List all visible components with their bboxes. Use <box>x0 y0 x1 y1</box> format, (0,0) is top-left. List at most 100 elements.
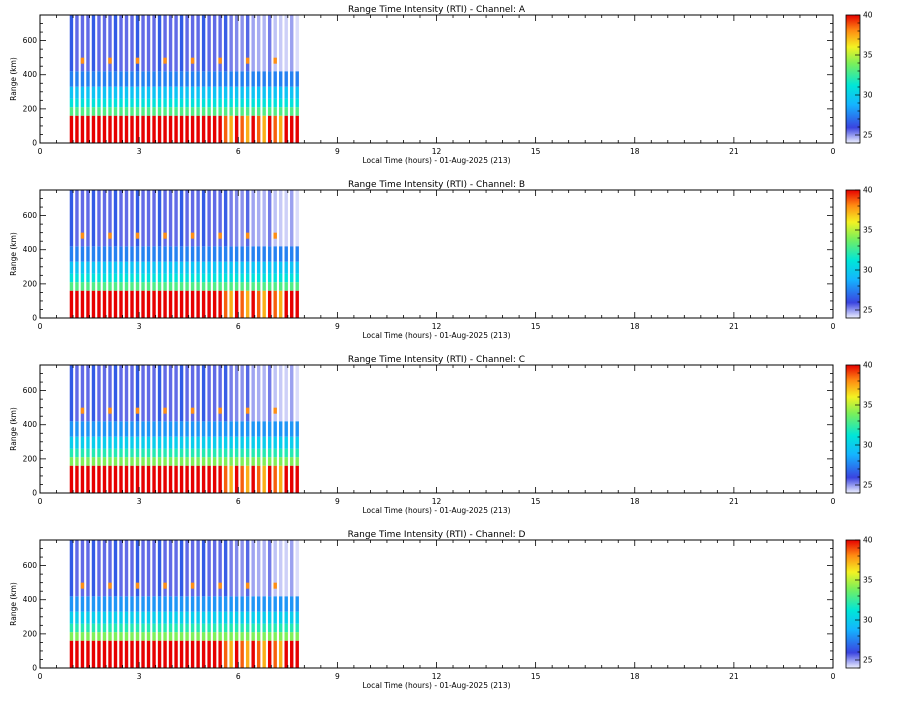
heatmap-cell <box>290 365 294 422</box>
heatmap-cell <box>290 623 294 633</box>
heatmap-cell <box>163 246 167 262</box>
heatmap-cell <box>113 290 118 318</box>
heatmap-cell <box>179 190 184 247</box>
heatmap-cell <box>207 632 211 641</box>
heatmap-cell <box>91 448 96 458</box>
heatmap-cell <box>262 640 266 668</box>
heatmap-cell <box>179 246 184 262</box>
heatmap-cell <box>102 290 107 318</box>
heatmap-cell <box>91 623 96 633</box>
heatmap-cell <box>212 107 217 116</box>
heatmap-cell <box>212 623 217 633</box>
heatmap-cell <box>201 261 206 274</box>
heatmap-cell <box>218 582 222 589</box>
heatmap-cell <box>273 365 277 422</box>
heatmap-cell <box>130 107 134 116</box>
heatmap-cell <box>290 421 294 437</box>
heatmap-cell <box>75 115 79 143</box>
heatmap-cell <box>201 282 206 291</box>
heatmap-cell <box>295 190 299 247</box>
heatmap-cell <box>229 190 233 247</box>
heatmap-cell <box>179 465 184 493</box>
heatmap-cell <box>91 465 96 493</box>
heatmap-cell <box>157 596 162 612</box>
heatmap-cell <box>201 98 206 108</box>
heatmap-cell <box>295 282 299 291</box>
heatmap-cell <box>267 261 272 274</box>
heatmap-cell <box>119 107 123 116</box>
heatmap-cell <box>146 71 151 87</box>
heatmap-cell <box>108 98 112 108</box>
heatmap-cell <box>212 261 217 274</box>
heatmap-cell <box>152 98 156 108</box>
heatmap-cell <box>284 436 288 449</box>
heatmap-cell <box>80 232 85 239</box>
heatmap-cell <box>229 261 233 274</box>
heatmap-cell <box>267 596 272 612</box>
heatmap-cell <box>113 15 118 72</box>
heatmap-cell <box>86 290 90 318</box>
heatmap-cell <box>135 457 140 466</box>
heatmap-cell <box>196 261 200 274</box>
heatmap-cell <box>212 421 217 437</box>
heatmap-cell <box>97 611 101 624</box>
heatmap-cell <box>229 246 233 262</box>
x-tick-label: 21 <box>729 497 739 506</box>
heatmap-cell <box>229 107 233 116</box>
heatmap-cell <box>91 282 96 291</box>
heatmap-cell <box>141 436 145 449</box>
heatmap-cell <box>179 71 184 87</box>
heatmap-cell <box>267 273 272 283</box>
heatmap-cell <box>190 261 195 274</box>
heatmap-cell <box>256 115 261 143</box>
heatmap-cell <box>141 246 145 262</box>
y-tick-label: 600 <box>23 386 38 395</box>
heatmap-cell <box>229 282 233 291</box>
heatmap-cell <box>207 115 211 143</box>
heatmap-cell <box>163 190 167 247</box>
heatmap-cell <box>273 623 277 633</box>
heatmap-cell <box>80 15 85 72</box>
heatmap-cell <box>295 246 299 262</box>
heatmap-cell <box>124 632 129 641</box>
heatmap-cell <box>256 448 261 458</box>
heatmap-cell <box>102 448 107 458</box>
heatmap-cell <box>256 632 261 641</box>
heatmap-cell <box>75 448 79 458</box>
heatmap-cell <box>190 57 195 64</box>
heatmap-cell <box>201 365 206 422</box>
y-tick-label: 400 <box>23 70 38 79</box>
heatmap-cell <box>179 448 184 458</box>
heatmap-cell <box>234 190 239 247</box>
x-tick-label: 0 <box>831 147 836 156</box>
heatmap-cell <box>135 246 140 262</box>
heatmap-cell <box>240 421 244 437</box>
heatmap-cell <box>124 465 129 493</box>
heatmap-cell <box>262 282 266 291</box>
heatmap-cell <box>108 107 112 116</box>
heatmap-cell <box>196 611 200 624</box>
heatmap-cell <box>174 640 178 668</box>
heatmap-cell <box>86 436 90 449</box>
colorbar-tick-label: 25 <box>863 306 873 315</box>
heatmap-cell <box>251 282 255 291</box>
heatmap-cell <box>146 436 151 449</box>
heatmap-cell <box>201 611 206 624</box>
heatmap-cell <box>234 246 239 262</box>
x-tick-label: 6 <box>236 672 241 681</box>
heatmap-cell <box>190 540 195 597</box>
heatmap-cell <box>97 98 101 108</box>
heatmap-cell <box>124 457 129 466</box>
heatmap-cell <box>207 540 211 597</box>
heatmap-cell <box>179 273 184 283</box>
colorbar-gradient <box>846 190 860 318</box>
heatmap-cell <box>251 86 255 99</box>
heatmap-cell <box>234 107 239 116</box>
heatmap-cell <box>218 246 222 262</box>
heatmap-cell <box>251 15 255 72</box>
heatmap-cell <box>251 290 255 318</box>
heatmap-cell <box>201 107 206 116</box>
heatmap-cell <box>223 261 228 274</box>
heatmap-cell <box>273 540 277 597</box>
